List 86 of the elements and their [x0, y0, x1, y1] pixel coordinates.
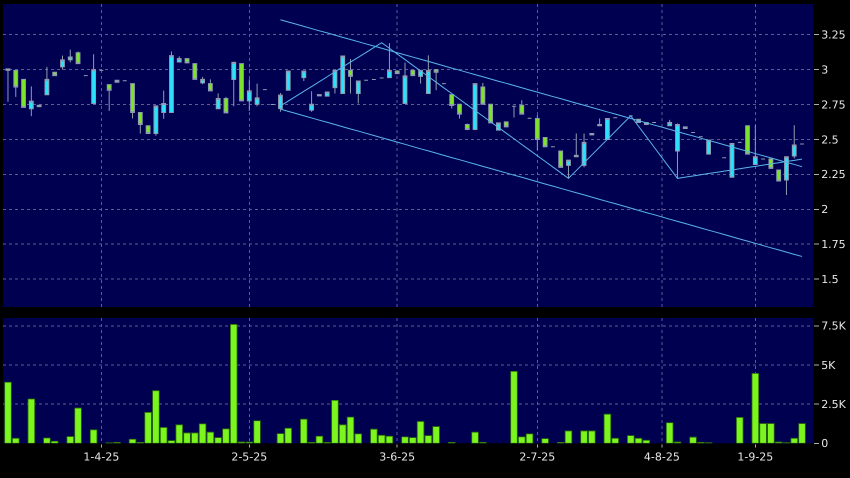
candlestick	[224, 96, 228, 114]
candlestick	[239, 63, 244, 102]
candlestick	[706, 140, 712, 155]
x-tick-label: 1-9-25	[737, 450, 774, 464]
candlestick	[231, 61, 236, 107]
y-tick-label: 2.25	[821, 168, 846, 182]
candlestick	[106, 84, 112, 112]
y-tick-label: 3.25	[821, 28, 846, 42]
candlestick	[792, 124, 797, 159]
bar	[736, 417, 744, 444]
candlestick	[216, 92, 221, 110]
candlestick	[176, 56, 182, 62]
y-tick-label: 2.5K	[821, 398, 847, 411]
candlestick	[21, 78, 26, 108]
candlestick	[558, 150, 564, 168]
candlestick	[534, 114, 540, 151]
y-tick-label: 2.5	[821, 133, 839, 146]
candlestick	[675, 123, 680, 179]
candlestick	[542, 136, 548, 148]
candlestick	[519, 100, 524, 115]
candlestick	[426, 54, 431, 94]
candlestick	[76, 50, 80, 64]
y-tick-label: 2.75	[821, 98, 846, 112]
y-tick-label: 0	[821, 437, 828, 450]
candlestick	[161, 90, 166, 120]
candlestick	[512, 106, 516, 118]
candlestick	[44, 66, 50, 96]
candlestick	[91, 54, 96, 104]
candlestick	[200, 76, 206, 85]
candlestick	[449, 94, 454, 110]
candlestick	[667, 119, 672, 126]
candlestick	[745, 125, 750, 155]
candlestick	[488, 104, 494, 124]
x-tick-label: 4-8-25	[644, 450, 680, 464]
y-tick-label: 1.5	[821, 272, 839, 286]
candlestick	[254, 83, 260, 107]
candlestick	[434, 69, 439, 91]
candlestick	[192, 63, 198, 80]
candlestick	[457, 104, 462, 119]
candlestick	[28, 86, 34, 117]
y-tick-label: 5K	[821, 358, 836, 372]
x-tick-label: 3-6-25	[379, 450, 416, 464]
candlestick	[130, 83, 135, 119]
candlestick	[605, 118, 610, 140]
candlestick	[6, 68, 10, 102]
candlestick	[472, 83, 478, 131]
bar	[90, 429, 98, 444]
candlestick	[574, 132, 579, 158]
line-series	[280, 108, 803, 257]
bar	[541, 438, 549, 444]
candlestick	[504, 121, 509, 128]
y-tick-label: 3	[821, 63, 828, 76]
x-tick-label: 1-4-25	[83, 450, 120, 464]
candlestick	[278, 92, 283, 112]
candlestick	[752, 124, 758, 165]
candlestick	[356, 80, 361, 104]
candlestick	[286, 70, 291, 91]
candlestick	[301, 70, 306, 82]
candlestick	[348, 58, 353, 94]
candlestick	[169, 50, 174, 113]
y-tick-label: 7.5K	[821, 320, 847, 333]
candlestick	[582, 132, 586, 168]
candlestick	[730, 142, 734, 178]
x-tick-label: 2-7-25	[519, 450, 556, 464]
candlestick	[146, 125, 151, 134]
candlestick	[309, 90, 314, 112]
candlestick	[153, 105, 158, 136]
candlestick	[597, 118, 602, 126]
y-tick-label: 2	[821, 203, 828, 216]
candlestick	[784, 156, 789, 196]
x-tick-label: 2-5-25	[231, 450, 268, 464]
candlestick	[13, 70, 18, 98]
bar	[28, 398, 36, 444]
candlestick	[332, 70, 338, 94]
candlestick	[566, 160, 571, 179]
candlestick	[208, 78, 213, 92]
y-tick-label: 1.75	[821, 238, 846, 252]
candlestick	[60, 55, 65, 70]
candlestick	[480, 82, 486, 105]
candlestick	[387, 42, 392, 78]
candlestick	[138, 112, 143, 134]
candlestick	[246, 78, 252, 112]
candlestick	[402, 62, 408, 104]
candlestick	[340, 55, 346, 94]
candlestick	[776, 170, 782, 182]
candlestick	[68, 49, 73, 63]
